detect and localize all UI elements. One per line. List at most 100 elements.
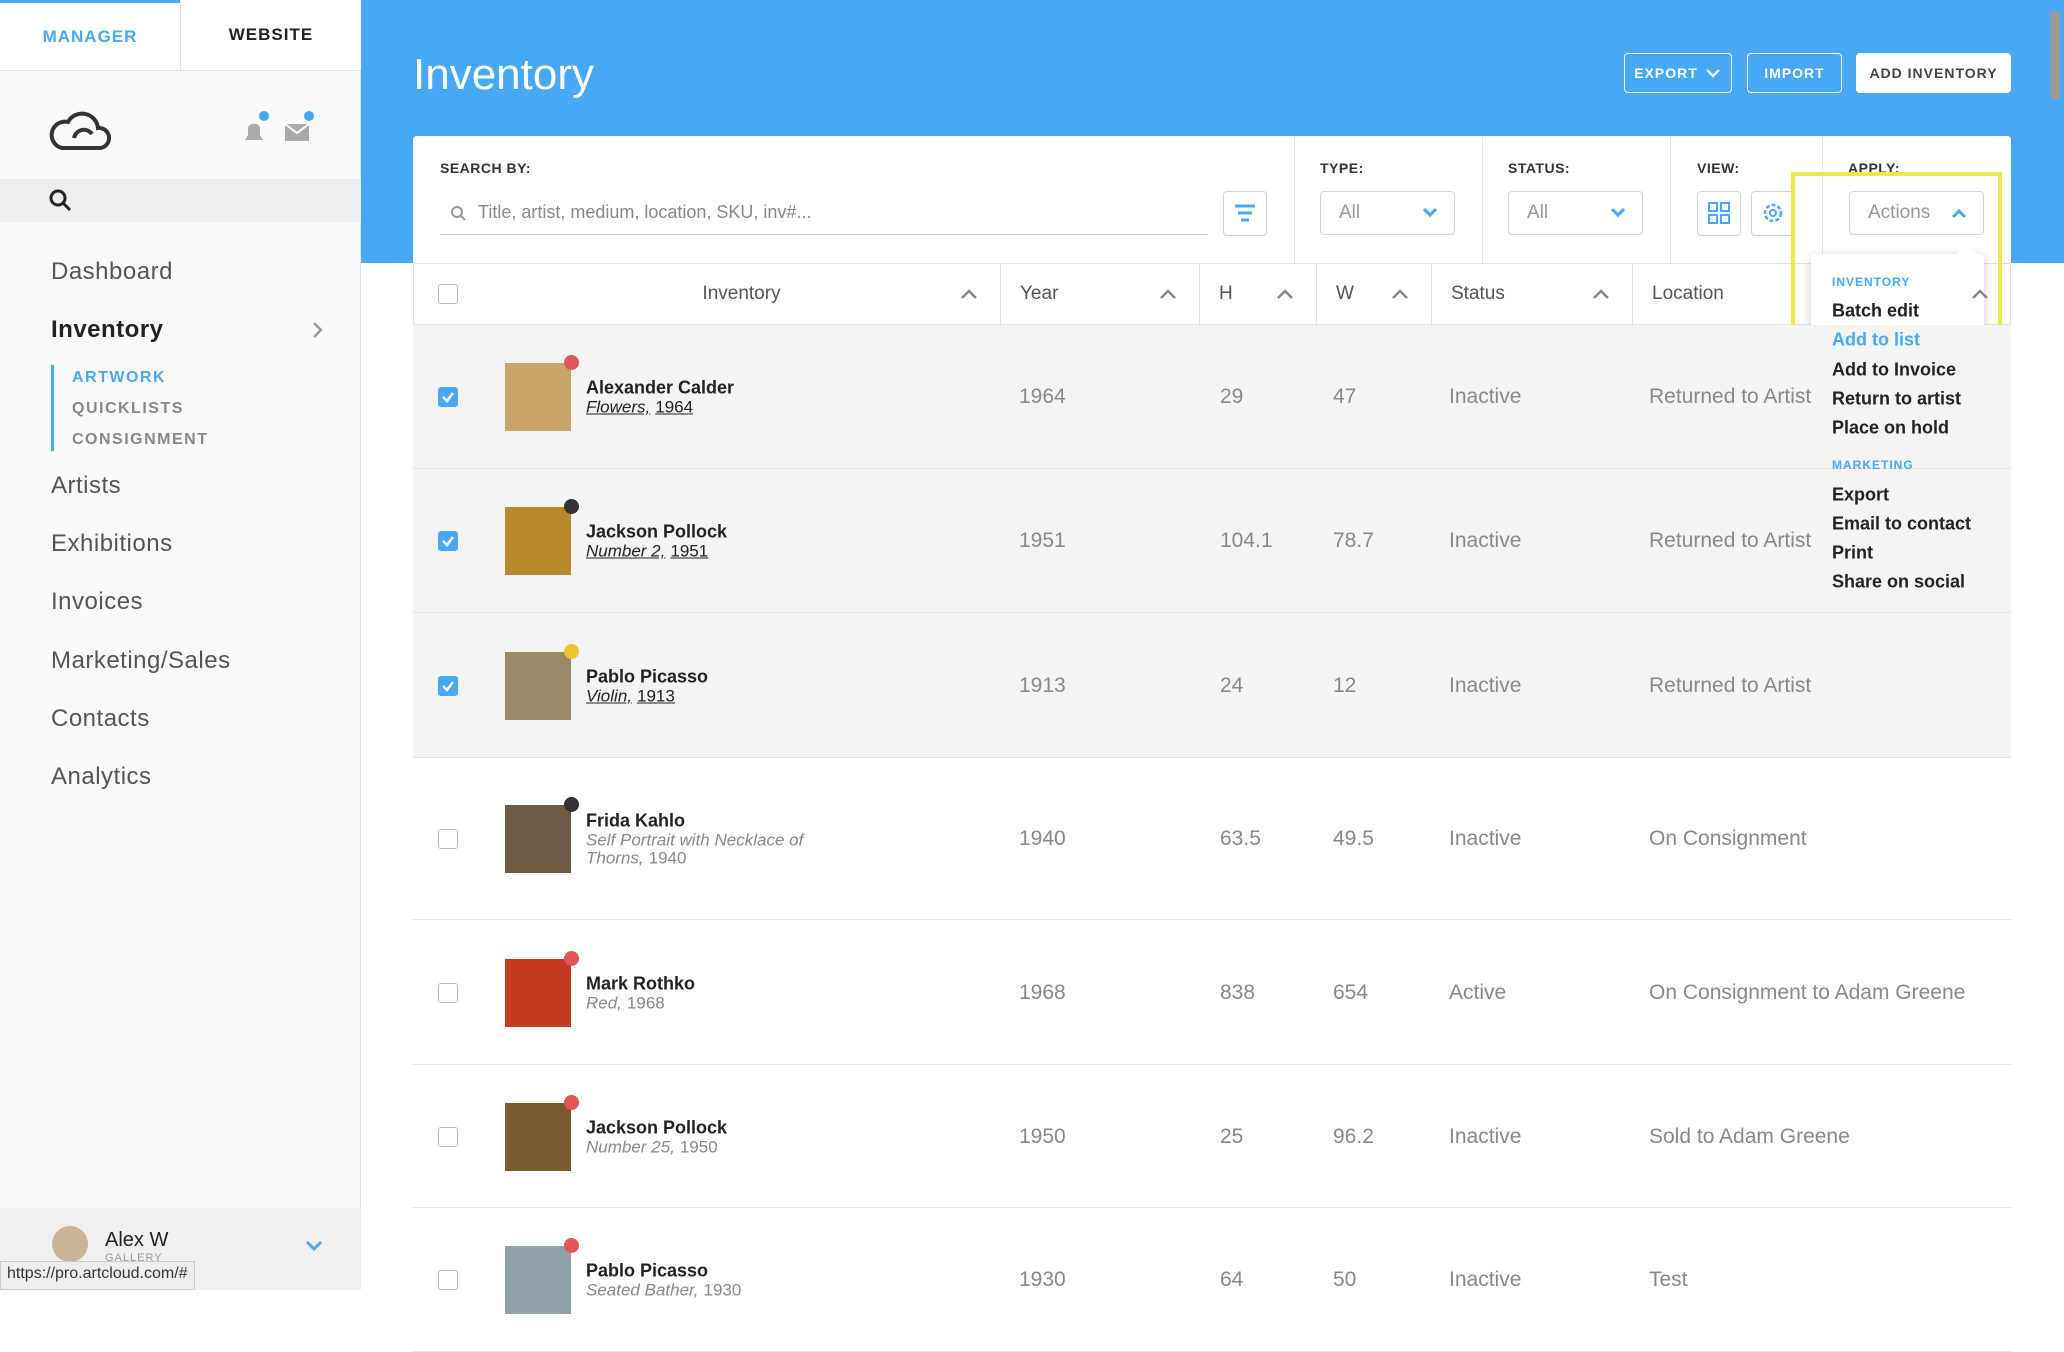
artwork-info: Alexander Calder Flowers, 1964 <box>586 378 846 417</box>
column-header[interactable]: Status <box>1451 283 1505 304</box>
cell-year: 1913 <box>1019 673 1066 697</box>
column-header[interactable]: H <box>1219 283 1233 304</box>
column-header[interactable]: Inventory <box>702 283 781 304</box>
subnav-item[interactable]: QUICKLISTS <box>72 400 184 417</box>
logo <box>49 111 111 150</box>
menu-item[interactable]: Return to artist <box>1832 388 1962 409</box>
chevron[interactable] <box>304 1238 324 1254</box>
sort-icon[interactable] <box>960 288 978 300</box>
date: 1968 <box>626 993 665 1012</box>
cell-h: 25 <box>1220 1124 1244 1148</box>
nav-item[interactable]: Marketing/Sales <box>51 647 231 674</box>
nav-item[interactable]: Contacts <box>51 705 150 732</box>
label: SEARCH BY: <box>440 160 532 176</box>
menu-item[interactable]: Place on hold <box>1832 417 1950 438</box>
scrollbar[interactable] <box>2050 10 2060 100</box>
sort-icon[interactable] <box>1391 288 1409 300</box>
cell-location: On Consignment <box>1649 827 1807 850</box>
actions-select[interactable]: Actions <box>1849 191 1984 235</box>
table-row[interactable]: Alexander Calder Flowers, 1964 1964 29 47 Inac… <box>413 325 2011 469</box>
subnav-item[interactable]: ARTWORK <box>72 369 167 386</box>
row-checkbox[interactable] <box>438 675 458 696</box>
tab[interactable]: MANAGER <box>0 0 180 70</box>
add-button[interactable]: ADD INVENTORY <box>1856 53 2011 93</box>
nav-item[interactable]: Analytics <box>51 763 152 790</box>
date: 1951 <box>670 541 709 561</box>
search-bar[interactable] <box>0 179 361 222</box>
cell-w: 78.7 <box>1333 529 1374 552</box>
cell-year: 1951 <box>1019 529 1066 552</box>
chevron <box>313 322 323 338</box>
artist-name: Mark Rothko <box>586 973 696 993</box>
subnav-item[interactable]: CONSIGNMENT <box>72 431 209 448</box>
row-checkbox[interactable] <box>438 1126 458 1147</box>
row-checkbox[interactable] <box>438 982 458 1003</box>
filter-button[interactable] <box>1223 191 1267 236</box>
row-checkbox[interactable] <box>438 387 458 407</box>
artist-name: Jackson Pollock <box>586 1117 728 1137</box>
sort-icon[interactable] <box>1159 288 1177 300</box>
row-checkbox[interactable] <box>438 531 458 551</box>
artwork-title[interactable]: Number 2, 1951 <box>586 541 846 561</box>
table-row[interactable]: Mark Rothko Red, 1968 1968 838 654 Active On Co… <box>413 920 2011 1065</box>
nav-item[interactable]: Invoices <box>51 588 144 615</box>
table-row[interactable]: Pablo Picasso Seated Bather, 1930 1930 64 50 I… <box>413 1208 2011 1352</box>
table-row[interactable]: Jackson Pollock Number 25, 1950 1950 25 96.2 I… <box>413 1065 2011 1208</box>
grid-view-button[interactable] <box>1697 191 1741 236</box>
tab[interactable]: WEBSITE <box>180 0 361 70</box>
type-select[interactable]: All <box>1320 191 1455 235</box>
cell-year: 1964 <box>1019 385 1066 408</box>
artwork-title[interactable]: Flowers, 1964 <box>586 398 846 417</box>
artwork-title[interactable]: Number 25, 1950 <box>586 1138 846 1156</box>
nav-item[interactable]: Exhibitions <box>51 530 173 557</box>
search-input[interactable]: Title, artist, medium, location, SKU, in… <box>440 191 1208 235</box>
artwork-title[interactable]: Violin, 1913 <box>586 687 846 705</box>
menu-item[interactable]: Export <box>1832 484 1890 505</box>
menu-item[interactable]: Add to Invoice <box>1832 359 1957 380</box>
menu-item[interactable]: Batch edit <box>1832 300 1920 321</box>
cell-w: 47 <box>1333 385 1357 408</box>
export-button[interactable]: EXPORT <box>1624 53 1732 93</box>
artwork-title[interactable]: Seated Bather, 1930 <box>586 1280 846 1300</box>
nav-item[interactable]: Inventory <box>51 316 164 343</box>
title: Seated Bather, <box>586 1280 699 1300</box>
menu-item[interactable]: Share on social <box>1832 571 1966 592</box>
artwork-title[interactable]: Self Portrait with Necklace of Thorns, 19… <box>586 831 846 868</box>
cell-h: 64 <box>1220 1268 1244 1291</box>
label: TYPE: <box>1320 160 1364 176</box>
nav-item[interactable]: Artists <box>51 472 122 499</box>
title: Number 25, <box>586 1137 675 1156</box>
column-header[interactable]: Year <box>1020 283 1059 304</box>
notification-icons[interactable] <box>238 110 318 146</box>
sort-icon[interactable] <box>1971 288 1989 300</box>
cell-h: 63.5 <box>1220 827 1261 850</box>
table-row[interactable]: Jackson Pollock Number 2, 1951 1951 104.1 78.… <box>413 469 2011 613</box>
button-label: EXPORT <box>1634 65 1698 81</box>
sort-icon[interactable] <box>1592 288 1610 300</box>
row-checkbox[interactable] <box>438 829 458 849</box>
cell-w: 96.2 <box>1333 1124 1374 1148</box>
table-row[interactable]: Pablo Picasso Violin, 1913 1913 24 12 Inactive… <box>413 613 2011 758</box>
menu-section-title: INVENTORY <box>1832 275 1911 289</box>
status-select[interactable]: All <box>1508 191 1643 235</box>
table-row[interactable]: Frida Kahlo Self Portrait with Necklace o… <box>413 758 2011 920</box>
settings-button[interactable] <box>1751 191 1795 236</box>
column-header[interactable]: Location <box>1652 283 1724 304</box>
artist-name: Pablo Picasso <box>586 666 709 686</box>
date: 1940 <box>648 848 687 868</box>
menu-item[interactable]: Print <box>1832 542 1874 563</box>
import-button[interactable]: IMPORT <box>1747 53 1842 93</box>
row-checkbox[interactable] <box>438 1270 458 1290</box>
nav-item[interactable]: Dashboard <box>51 258 173 285</box>
select-all-checkbox[interactable] <box>438 284 458 304</box>
artwork-title[interactable]: Red, 1968 <box>586 994 846 1012</box>
cell-status: Inactive <box>1449 529 1522 552</box>
cell-h: 104.1 <box>1220 529 1273 552</box>
menu-item[interactable]: Add to list <box>1832 329 1920 350</box>
user-name: Alex W <box>105 1229 169 1251</box>
menu-item[interactable]: Email to contact <box>1832 513 1972 534</box>
column-header[interactable]: W <box>1336 283 1354 304</box>
artwork-info: Pablo Picasso Seated Bather, 1930 <box>586 1261 846 1300</box>
sort-icon[interactable] <box>1276 288 1294 300</box>
